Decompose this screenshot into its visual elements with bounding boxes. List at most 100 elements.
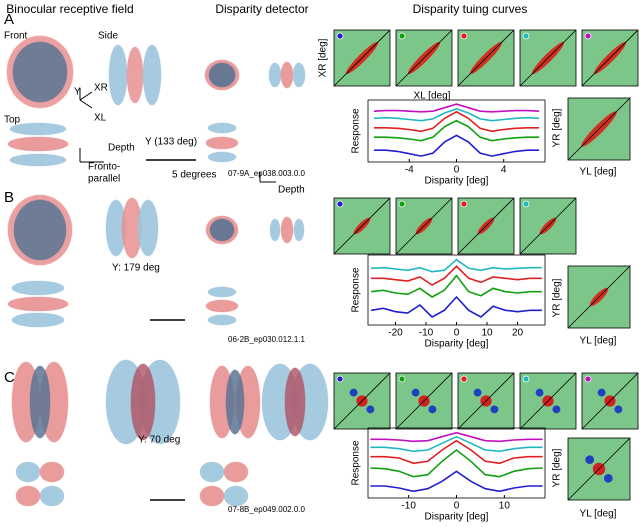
view-label: Front: [4, 31, 28, 42]
tuning-curve: [370, 470, 543, 493]
view-label: Side: [98, 31, 118, 42]
blob: [137, 199, 159, 257]
cell-id: 06-2B_ep030.012.1.1: [228, 335, 306, 344]
arrow-line: [79, 91, 93, 101]
diagonal: [567, 265, 631, 329]
tuning-curve: [371, 274, 542, 298]
blob: [205, 299, 239, 313]
map-label: YL [deg]: [580, 167, 617, 178]
x-axis-label: Disparity [deg]: [425, 176, 489, 187]
heat-blob: [490, 405, 499, 414]
heat-blob: [585, 455, 595, 465]
panel-label: C: [4, 369, 15, 386]
axis-label: parallel: [88, 174, 120, 185]
tuning-curve: [373, 119, 540, 142]
scale-label: 5 degrees: [172, 170, 216, 181]
diagonal: [519, 29, 577, 87]
blob: [126, 46, 144, 104]
axis-label: XL: [94, 113, 107, 124]
diagonal: [457, 372, 515, 430]
cell-id: 07-9A_ep038.003.0.0: [228, 169, 306, 178]
blob: [13, 199, 67, 261]
y-axis-label: Response: [351, 108, 362, 153]
dot: [336, 32, 344, 40]
axis-label: XR: [94, 83, 108, 94]
blob: [293, 218, 305, 242]
dot: [336, 200, 344, 208]
blob: [11, 280, 65, 296]
diagonal: [457, 29, 515, 87]
dot: [522, 375, 530, 383]
blob: [130, 363, 156, 441]
x-tick-label: -10: [401, 501, 416, 512]
diagonal: [395, 197, 453, 255]
map-label: XL [deg]: [414, 91, 451, 102]
blob: [108, 44, 128, 106]
dot: [398, 200, 406, 208]
x-tick-label: 0: [454, 328, 460, 339]
x-tick-label: 20: [512, 328, 524, 339]
heat-blob: [349, 388, 358, 397]
heat-blob: [535, 388, 544, 397]
y-axis-label: Response: [351, 440, 362, 485]
x-tick-label: -10: [419, 328, 434, 339]
blob: [223, 461, 249, 483]
tuning-curve: [373, 134, 540, 157]
x-tick-label: 10: [499, 501, 511, 512]
tuning-curve: [370, 295, 542, 318]
blob: [39, 461, 65, 483]
blob: [280, 216, 294, 244]
dot: [584, 375, 592, 383]
yaw-label: Y: 70 deg: [138, 435, 180, 446]
tuning-curve: [373, 110, 540, 133]
diagonal: [333, 197, 391, 255]
blob: [29, 365, 51, 439]
blob: [15, 461, 41, 483]
arrow-line: [79, 99, 93, 109]
map-label: XR [deg]: [318, 38, 329, 77]
x-tick-label: 0: [454, 165, 460, 176]
x-tick-label: -4: [405, 165, 414, 176]
blob: [269, 218, 281, 242]
dot: [460, 375, 468, 383]
tuning-curve: [373, 103, 540, 113]
blob: [199, 461, 225, 483]
map-label: YL [deg]: [580, 336, 617, 347]
blob: [207, 314, 237, 326]
blob: [284, 367, 306, 437]
tuning-curve: [370, 448, 543, 478]
tuning-curve: [370, 431, 543, 443]
x-tick-label: 4: [501, 165, 507, 176]
blob: [12, 41, 68, 103]
blob: [9, 122, 67, 136]
x-tick-label: 10: [481, 328, 493, 339]
dot: [522, 32, 530, 40]
blob: [209, 218, 235, 242]
blob: [7, 136, 69, 152]
diagonal: [567, 97, 631, 161]
diagonal: [395, 372, 453, 430]
yaw-label: Y (133 deg): [145, 137, 197, 148]
heat-blob: [552, 405, 561, 414]
yaw-label: Y: 179 deg: [112, 263, 160, 274]
diagonal: [567, 437, 631, 501]
blob: [15, 485, 41, 507]
diagonal: [333, 29, 391, 87]
layout: [6, 29, 639, 507]
panel-label: B: [4, 189, 14, 206]
map-label: YR [deg]: [552, 278, 563, 317]
dot: [398, 375, 406, 383]
blob: [9, 153, 67, 167]
heat-blob: [473, 388, 482, 397]
cell-id: 07-8B_ep049.002.0.0: [228, 505, 306, 514]
diagonal: [395, 29, 453, 87]
blob: [39, 485, 65, 507]
dot: [460, 200, 468, 208]
axis-label: Depth: [278, 185, 305, 196]
x-tick-label: 0: [454, 501, 460, 512]
dot: [398, 32, 406, 40]
dot: [584, 32, 592, 40]
tuning-curve: [371, 258, 542, 273]
blob: [207, 151, 237, 163]
tuning-curve: [370, 435, 543, 453]
